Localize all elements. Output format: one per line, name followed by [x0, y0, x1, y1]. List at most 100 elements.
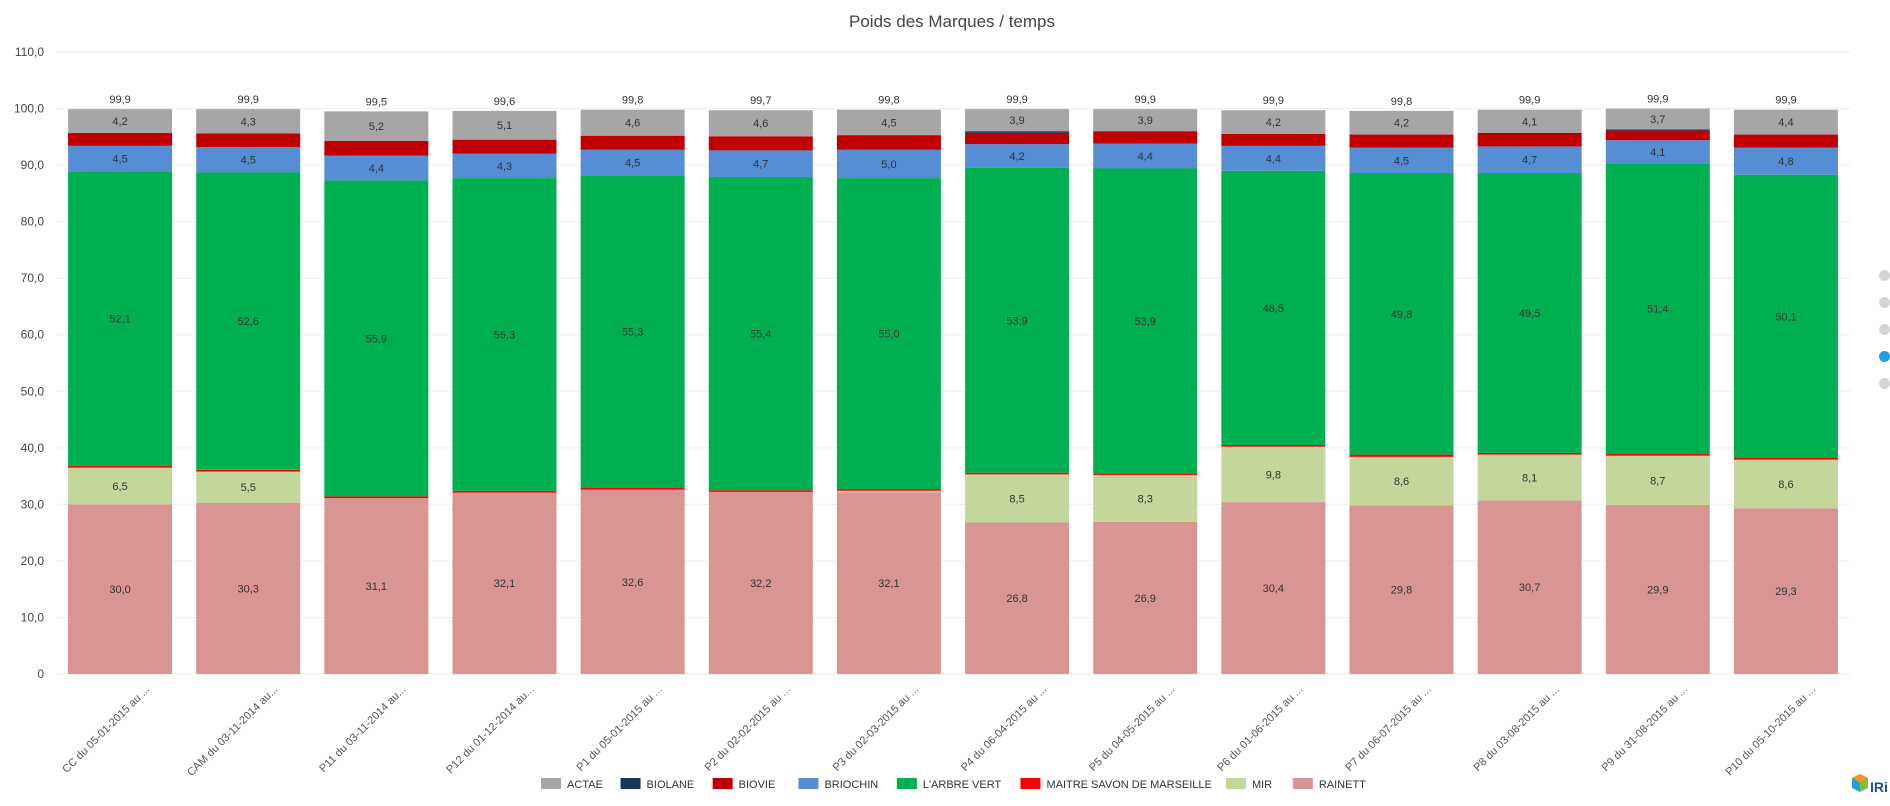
bar-segment[interactable]: [1477, 109, 1582, 133]
bars[interactable]: 30,0 6,5 52,1 4,5 4,2 99,9 30,3 5,5 52,6 4,5 4,3 99…: [68, 94, 1838, 674]
bar-segment[interactable]: [1221, 133, 1326, 146]
bar-segment[interactable]: [1605, 455, 1710, 505]
bar-segment[interactable]: [324, 498, 429, 674]
bar-segment[interactable]: [1349, 134, 1454, 148]
bar-stack[interactable]: 31,1 55,9 4,4 5,2 99,5: [324, 96, 429, 674]
bar-segment[interactable]: [836, 149, 941, 179]
bar-stack[interactable]: 30,7 8,1 49,5 4,7 4,1 99,9: [1477, 95, 1582, 674]
bar-stack[interactable]: 26,9 8,3 53,9 4,4 3,9 99,9: [1093, 94, 1198, 674]
legend-item[interactable]: BIOLANE: [620, 778, 695, 791]
chart-pager[interactable]: [1876, 270, 1890, 405]
legend-item[interactable]: BIOVIE: [712, 778, 776, 791]
pager-dot[interactable]: [1879, 297, 1890, 308]
legend-item[interactable]: ACTAE: [541, 778, 603, 791]
bar-segment[interactable]: [1733, 459, 1838, 509]
bar-segment[interactable]: [836, 492, 941, 674]
bar-segment[interactable]: [965, 474, 1070, 523]
bar-segment[interactable]: [1605, 108, 1710, 130]
legend-item[interactable]: MAITRE SAVON DE MARSEILLE: [1020, 778, 1212, 791]
bar-segment[interactable]: [68, 467, 173, 505]
bar-segment[interactable]: [1349, 173, 1454, 455]
bar-segment[interactable]: [1733, 109, 1838, 135]
bar-segment[interactable]: [196, 172, 301, 470]
bar-segment[interactable]: [708, 150, 813, 177]
bar-segment[interactable]: [580, 175, 685, 488]
bar-segment[interactable]: [1605, 140, 1710, 164]
bar-segment[interactable]: [1477, 132, 1582, 134]
bar-stack[interactable]: 32,1 55,0 5,0 4,5 99,8: [836, 95, 941, 674]
bar-segment[interactable]: [452, 178, 557, 491]
bar-segment[interactable]: [965, 131, 1070, 133]
bar-segment[interactable]: [580, 149, 685, 176]
bar-segment[interactable]: [324, 111, 429, 141]
bar-segment[interactable]: [1733, 174, 1838, 458]
bar-segment[interactable]: [1349, 454, 1454, 457]
bar-segment[interactable]: [1477, 133, 1582, 147]
bar-segment[interactable]: [196, 133, 301, 147]
bar-segment[interactable]: [196, 146, 301, 173]
bar-segment[interactable]: [1605, 163, 1710, 455]
legend-item[interactable]: BRIOCHIN: [798, 778, 878, 791]
bar-stack[interactable]: 32,1 55,3 4,3 5,1 99,6: [452, 96, 557, 674]
bar-segment[interactable]: [1605, 504, 1710, 674]
bar-segment[interactable]: [836, 135, 941, 150]
pager-dot[interactable]: [1879, 324, 1890, 335]
bar-stack[interactable]: 32,6 55,3 4,5 4,6 99,8: [580, 95, 685, 674]
bar-segment[interactable]: [836, 109, 941, 136]
bar-segment[interactable]: [965, 522, 1070, 674]
bar-segment[interactable]: [1093, 143, 1198, 169]
bar-segment[interactable]: [1733, 457, 1838, 460]
bar-segment[interactable]: [580, 487, 685, 490]
bar-segment[interactable]: [836, 490, 941, 493]
bar-segment[interactable]: [1349, 110, 1454, 135]
bar-stack[interactable]: 26,8 8,5 53,9 4,2 3,9 99,9: [965, 94, 1070, 674]
bar-segment[interactable]: [965, 472, 1070, 475]
bar-stack[interactable]: 29,3 8,6 50,1 4,8 4,4 99,9: [1733, 95, 1838, 674]
bar-stack[interactable]: 30,0 6,5 52,1 4,5 4,2 99,9: [68, 94, 173, 674]
bar-segment[interactable]: [708, 491, 813, 674]
bar-segment[interactable]: [965, 144, 1070, 168]
bar-segment[interactable]: [1477, 452, 1582, 455]
bar-segment[interactable]: [580, 135, 685, 150]
bar-segment[interactable]: [1221, 502, 1326, 674]
bar-segment[interactable]: [68, 504, 173, 674]
bar-segment[interactable]: [1093, 109, 1198, 132]
bar-segment[interactable]: [1477, 173, 1582, 453]
bar-segment[interactable]: [68, 145, 173, 172]
bar-segment[interactable]: [708, 110, 813, 137]
bar-segment[interactable]: [1093, 474, 1198, 522]
legend-item[interactable]: MIR: [1225, 778, 1272, 791]
bar-segment[interactable]: [965, 132, 1070, 145]
bar-segment[interactable]: [324, 155, 429, 181]
bar-stack[interactable]: 32,2 55,4 4,7 4,6 99,7: [708, 95, 813, 674]
bar-segment[interactable]: [1477, 454, 1582, 501]
bar-segment[interactable]: [1605, 454, 1710, 456]
legend[interactable]: ACTAE BIOLANE BIOVIE BRIOCHIN L'ARBRE VERT MA…: [541, 778, 1366, 791]
bar-segment[interactable]: [1221, 446, 1326, 503]
bar-segment[interactable]: [68, 465, 173, 468]
bar-segment[interactable]: [1733, 508, 1838, 674]
bar-segment[interactable]: [836, 178, 941, 490]
bar-segment[interactable]: [965, 167, 1070, 473]
legend-item[interactable]: L'ARBRE VERT: [896, 778, 1002, 791]
bar-segment[interactable]: [1221, 110, 1326, 134]
bar-segment[interactable]: [580, 109, 685, 136]
bar-segment[interactable]: [68, 132, 173, 146]
bar-segment[interactable]: [324, 180, 429, 497]
bar-segment[interactable]: [836, 489, 941, 491]
pager-dot[interactable]: [1879, 351, 1890, 362]
bar-segment[interactable]: [708, 176, 813, 491]
bar-segment[interactable]: [68, 171, 173, 466]
bar-stack[interactable]: 29,8 8,6 49,8 4,5 4,2 99,8: [1349, 96, 1454, 674]
bar-stack[interactable]: 30,4 9,8 48,5 4,4 4,2 99,9: [1221, 95, 1326, 674]
bar-segment[interactable]: [1349, 505, 1454, 674]
bar-segment[interactable]: [1093, 521, 1198, 674]
bar-segment[interactable]: [1349, 147, 1454, 174]
bar-segment[interactable]: [196, 502, 301, 674]
bar-segment[interactable]: [1093, 131, 1198, 144]
bar-segment[interactable]: [1605, 129, 1710, 131]
bar-stack[interactable]: 30,3 5,5 52,6 4,5 4,3 99,9: [196, 94, 301, 674]
bar-segment[interactable]: [1093, 473, 1198, 475]
pager-dot[interactable]: [1879, 270, 1890, 281]
bar-segment[interactable]: [324, 496, 429, 499]
